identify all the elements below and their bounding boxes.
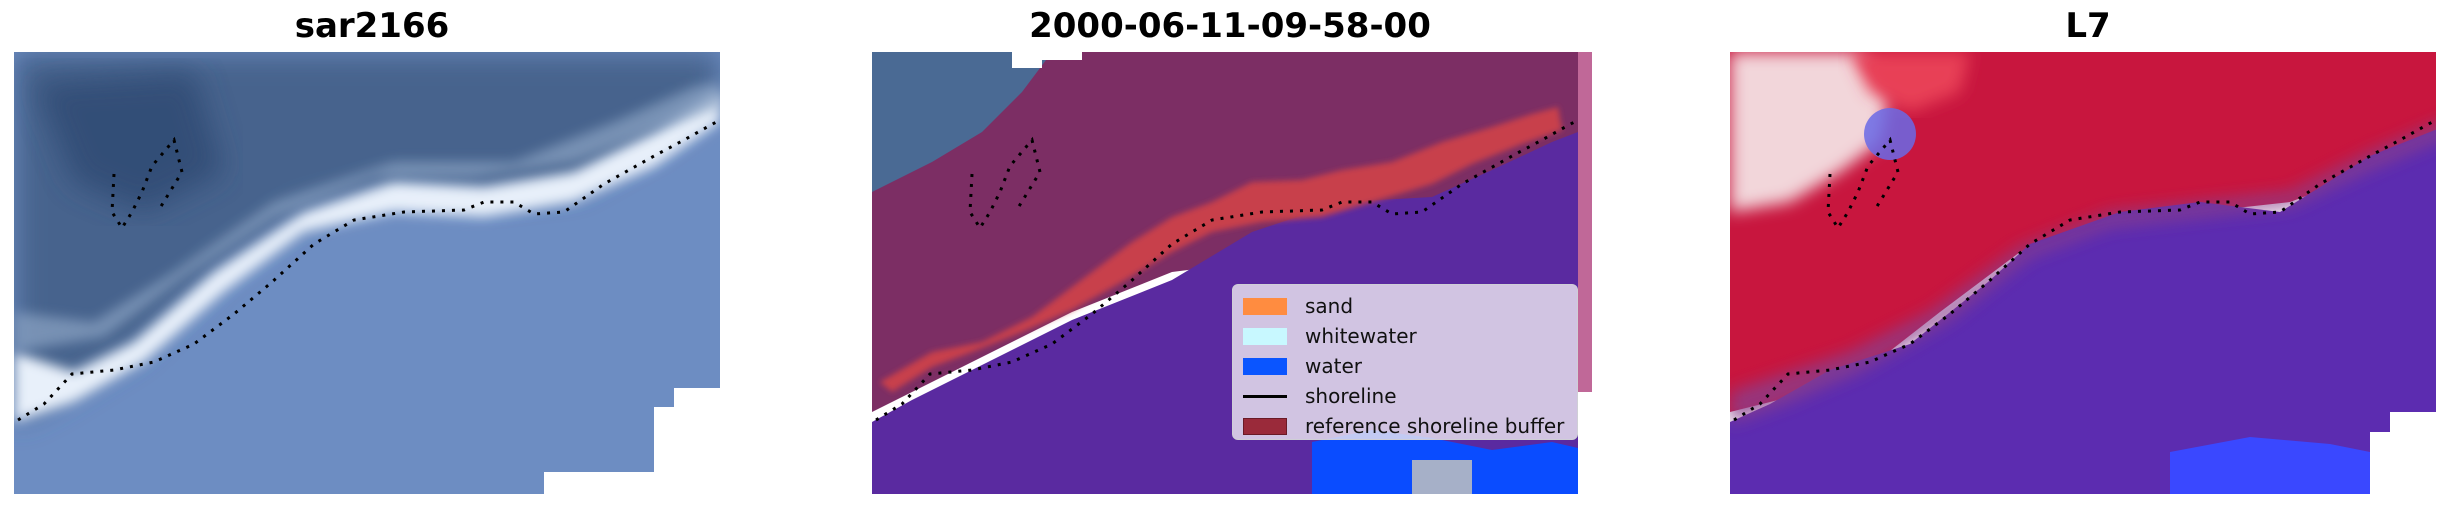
- legend-label-reference-buffer: reference shoreline buffer: [1305, 414, 1565, 438]
- legend-label-water: water: [1305, 354, 1362, 378]
- legend-label-sand: sand: [1305, 294, 1354, 318]
- legend-item-sand: sand: [1243, 291, 1567, 321]
- rgb-image-panel: [14, 52, 720, 494]
- whitewater-swatch: [1243, 327, 1287, 345]
- sand-swatch: [1243, 297, 1287, 315]
- rgb-satellite-image: [14, 52, 720, 494]
- legend-item-water: water: [1243, 351, 1567, 381]
- index-image-panel: [1730, 52, 2450, 494]
- index-image: [1730, 52, 2450, 494]
- legend-item-whitewater: whitewater: [1243, 321, 1567, 351]
- legend-item-shoreline: shoreline: [1243, 381, 1567, 411]
- reference-buffer-swatch: [1243, 417, 1287, 435]
- legend-label-shoreline: shoreline: [1305, 384, 1397, 408]
- panel-title-1: sar2166: [294, 6, 450, 46]
- legend-label-whitewater: whitewater: [1305, 324, 1417, 348]
- shoreline-line-swatch: [1243, 394, 1287, 398]
- legend-item-reference-buffer: reference shoreline buffer: [1243, 411, 1567, 441]
- panel-title-2: 2000-06-11-09-58-00: [1029, 6, 1431, 46]
- legend: sand whitewater water shoreline referenc…: [1232, 284, 1578, 440]
- panel-title-3: L7: [2065, 6, 2111, 46]
- water-swatch: [1243, 357, 1287, 375]
